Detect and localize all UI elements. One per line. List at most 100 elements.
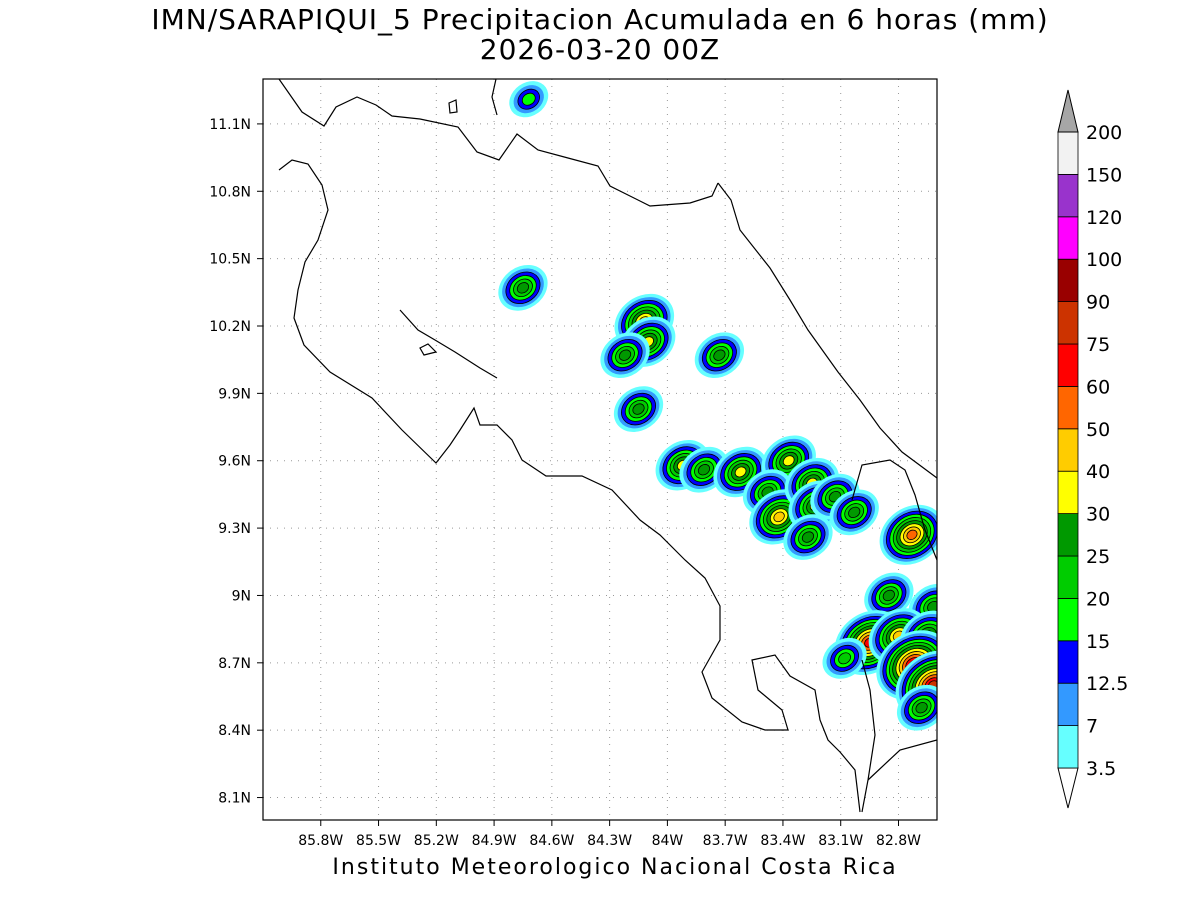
- colorbar-label: 40: [1086, 461, 1110, 483]
- colorbar-label: 75: [1086, 334, 1110, 356]
- tick-label-lon: 84.3W: [587, 833, 632, 849]
- colorbar-band: [1057, 216, 1079, 260]
- tick-label-lon: 84.9W: [472, 833, 517, 849]
- precip-cell: [761, 435, 816, 486]
- coast-burica: [867, 739, 937, 781]
- precip-cell: [713, 446, 768, 498]
- precip-field: [498, 81, 937, 731]
- colorbar-band: [1057, 131, 1079, 175]
- coastline: [278, 79, 937, 813]
- precip-cell: [509, 81, 549, 118]
- tick-label-lat: 8.4N: [218, 723, 251, 739]
- colorbar-label: 120: [1086, 207, 1122, 229]
- tick-label-lat: 8.1N: [218, 791, 251, 807]
- precip-contour: [882, 589, 895, 602]
- precip-cell: [896, 684, 937, 731]
- colorbar-label: 90: [1086, 292, 1110, 314]
- gulf-nicoya: [399, 309, 498, 379]
- colorbar-band: [1057, 173, 1079, 218]
- precip-contour: [782, 455, 795, 467]
- precip-contour: [915, 702, 928, 714]
- border-panama-south: [861, 659, 876, 813]
- colorbar-band: [1057, 301, 1079, 345]
- tick-label-lon: 82.8W: [876, 833, 921, 849]
- border-panama: [851, 459, 937, 561]
- colorbar-band: [1057, 470, 1079, 515]
- colorbar-band: [1057, 258, 1079, 303]
- tick-label-lat: 9.9N: [218, 386, 251, 402]
- colorbar-band: [1057, 640, 1079, 684]
- tick-label-lat: 9.3N: [218, 521, 251, 537]
- tick-label-lat: 11.1N: [209, 117, 251, 133]
- precip-contour: [516, 282, 530, 294]
- colorbar-band: [1057, 428, 1079, 472]
- precip-contour: [801, 531, 815, 543]
- colorbar-label: 3.5: [1086, 758, 1116, 780]
- colorbar-band: [1057, 725, 1079, 769]
- tick-label-lat: 9N: [232, 588, 251, 604]
- colorbar-label: 20: [1086, 588, 1110, 610]
- precip-contour: [773, 511, 785, 523]
- precip-contour: [713, 349, 726, 361]
- nicoya-island: [419, 343, 438, 356]
- precip-cell: [783, 514, 833, 560]
- tick-label-lon: 85.2W: [414, 833, 459, 849]
- tick-label-lon: 85.8W: [298, 833, 343, 849]
- precip-cell: [498, 264, 548, 311]
- tick-label-lat: 10.8N: [209, 184, 251, 200]
- colorbar-label: 7: [1086, 716, 1098, 738]
- map-grid: [263, 79, 937, 820]
- colorbar-label: 15: [1086, 631, 1110, 653]
- colorbar-label: 60: [1086, 376, 1110, 398]
- tick-label-lon: 84W: [652, 833, 684, 849]
- precip-contour: [697, 464, 711, 476]
- colorbar-label: 200: [1086, 122, 1122, 144]
- colorbar-label: 150: [1086, 164, 1122, 186]
- precip-contour: [734, 466, 747, 478]
- precip-contour: [618, 349, 632, 361]
- precip-contour: [632, 403, 645, 415]
- axis-ticks: 85.8W 85.5W 85.2W 84.9W 84.6W 84.3W 84W 83.7W 83…: [209, 117, 921, 849]
- chart-subtitle: 2026-03-20 00Z: [479, 33, 721, 66]
- colorbar-band: [1057, 598, 1079, 642]
- colorbar-band: [1057, 555, 1079, 599]
- precip-contour: [927, 601, 937, 613]
- lake-island: [448, 99, 458, 114]
- chart-title: IMN/SARAPIQUI_5 Precipitacion Acumulada …: [151, 3, 1049, 36]
- border-north: [278, 79, 719, 207]
- precip-cell: [864, 572, 914, 619]
- colorbar-label: 30: [1086, 504, 1110, 526]
- colorbar: 3.5 7 12.5 15 20 25 30 40 50 60 75 90 100 120 150 200: [1057, 89, 1128, 809]
- tick-label-lat: 9.6N: [218, 454, 251, 470]
- tick-label-lon: 83.4W: [760, 833, 805, 849]
- precip-cell: [829, 489, 879, 536]
- precip-cell: [613, 386, 664, 432]
- precip-cell: [600, 332, 650, 379]
- colorbar-label: 25: [1086, 546, 1110, 568]
- colorbar-band: [1057, 343, 1079, 387]
- colorbar-label: 100: [1086, 249, 1122, 271]
- colorbar-band: [1057, 385, 1079, 430]
- colorbar-label: 12.5: [1086, 673, 1128, 695]
- precip-contour: [838, 652, 851, 665]
- coast-pacific: [278, 159, 861, 813]
- footer-credit: Instituto Meteorologico Nacional Costa R…: [332, 855, 898, 880]
- colorbar-label: 50: [1086, 419, 1110, 441]
- colorbar-band: [1057, 682, 1079, 727]
- coast-caribbean: [717, 182, 937, 479]
- colorbar-band: [1057, 513, 1079, 557]
- precip-cell: [822, 637, 867, 679]
- precip-contour: [906, 529, 918, 540]
- tick-label-lon: 83.7W: [703, 833, 748, 849]
- tick-label-lat: 10.5N: [209, 252, 251, 268]
- tick-label-lon: 83.1W: [818, 833, 863, 849]
- precip-cell: [694, 332, 745, 379]
- tick-label-lat: 8.7N: [218, 656, 251, 672]
- tick-label-lon: 84.6W: [529, 833, 574, 849]
- precip-cell: [879, 504, 937, 565]
- map-frame: [262, 78, 938, 821]
- tick-label-lat: 10.2N: [209, 319, 251, 335]
- lake-nicaragua-shore: [491, 79, 498, 116]
- precip-contour: [521, 92, 536, 106]
